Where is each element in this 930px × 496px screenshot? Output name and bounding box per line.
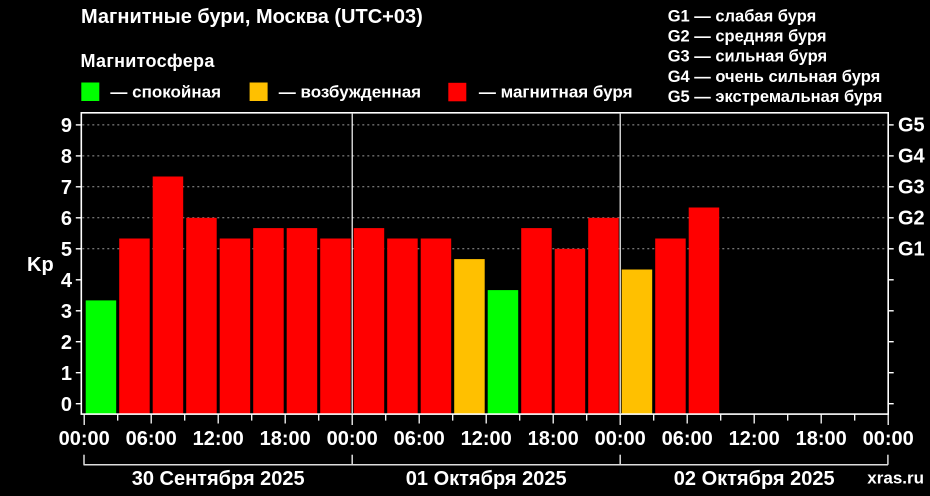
svg-text:0: 0 — [61, 394, 72, 416]
svg-text:xras.ru: xras.ru — [867, 469, 924, 488]
svg-text:12:00: 12:00 — [193, 428, 244, 450]
svg-text:2: 2 — [61, 332, 72, 354]
svg-text:00:00: 00:00 — [863, 428, 914, 450]
svg-text:G4 — очень сильная буря: G4 — очень сильная буря — [668, 68, 881, 86]
svg-text:— магнитная буря: — магнитная буря — [479, 83, 633, 102]
svg-text:G5: G5 — [898, 115, 925, 137]
svg-text:G1 — слабая буря: G1 — слабая буря — [668, 8, 817, 26]
svg-text:9: 9 — [61, 115, 72, 137]
svg-text:G5 — экстремальная буря: G5 — экстремальная буря — [668, 88, 883, 106]
svg-text:1: 1 — [61, 363, 72, 385]
svg-text:18:00: 18:00 — [528, 428, 579, 450]
svg-text:3: 3 — [61, 301, 72, 323]
svg-text:00:00: 00:00 — [327, 428, 378, 450]
svg-text:7: 7 — [61, 177, 72, 199]
svg-text:Магнитосфера: Магнитосфера — [81, 51, 216, 71]
svg-text:G2 — средняя буря: G2 — средняя буря — [668, 28, 827, 46]
svg-text:06:00: 06:00 — [394, 428, 445, 450]
svg-text:30 Сентября 2025: 30 Сентября 2025 — [132, 468, 305, 490]
svg-text:12:00: 12:00 — [461, 428, 512, 450]
svg-text:18:00: 18:00 — [260, 428, 311, 450]
svg-text:06:00: 06:00 — [662, 428, 713, 450]
svg-text:— спокойная: — спокойная — [110, 83, 221, 102]
svg-text:4: 4 — [61, 270, 73, 292]
svg-text:Kp: Kp — [27, 254, 54, 276]
svg-text:06:00: 06:00 — [126, 428, 177, 450]
svg-text:G2: G2 — [898, 208, 925, 230]
svg-text:00:00: 00:00 — [59, 428, 110, 450]
svg-text:Магнитные бури, Москва (UTC+03: Магнитные бури, Москва (UTC+03) — [81, 6, 423, 28]
svg-text:01 Октября 2025: 01 Октября 2025 — [406, 468, 567, 490]
svg-text:12:00: 12:00 — [729, 428, 780, 450]
svg-text:6: 6 — [61, 208, 72, 230]
svg-text:18:00: 18:00 — [796, 428, 847, 450]
svg-text:5: 5 — [61, 239, 72, 261]
svg-text:G3: G3 — [898, 177, 925, 199]
svg-text:G1: G1 — [898, 239, 925, 261]
svg-text:02 Октября 2025: 02 Октября 2025 — [674, 468, 835, 490]
svg-text:G4: G4 — [898, 146, 926, 168]
svg-text:— возбужденная: — возбужденная — [279, 83, 421, 102]
svg-text:G3 — сильная буря: G3 — сильная буря — [668, 48, 827, 66]
svg-text:8: 8 — [61, 146, 72, 168]
svg-text:00:00: 00:00 — [595, 428, 646, 450]
